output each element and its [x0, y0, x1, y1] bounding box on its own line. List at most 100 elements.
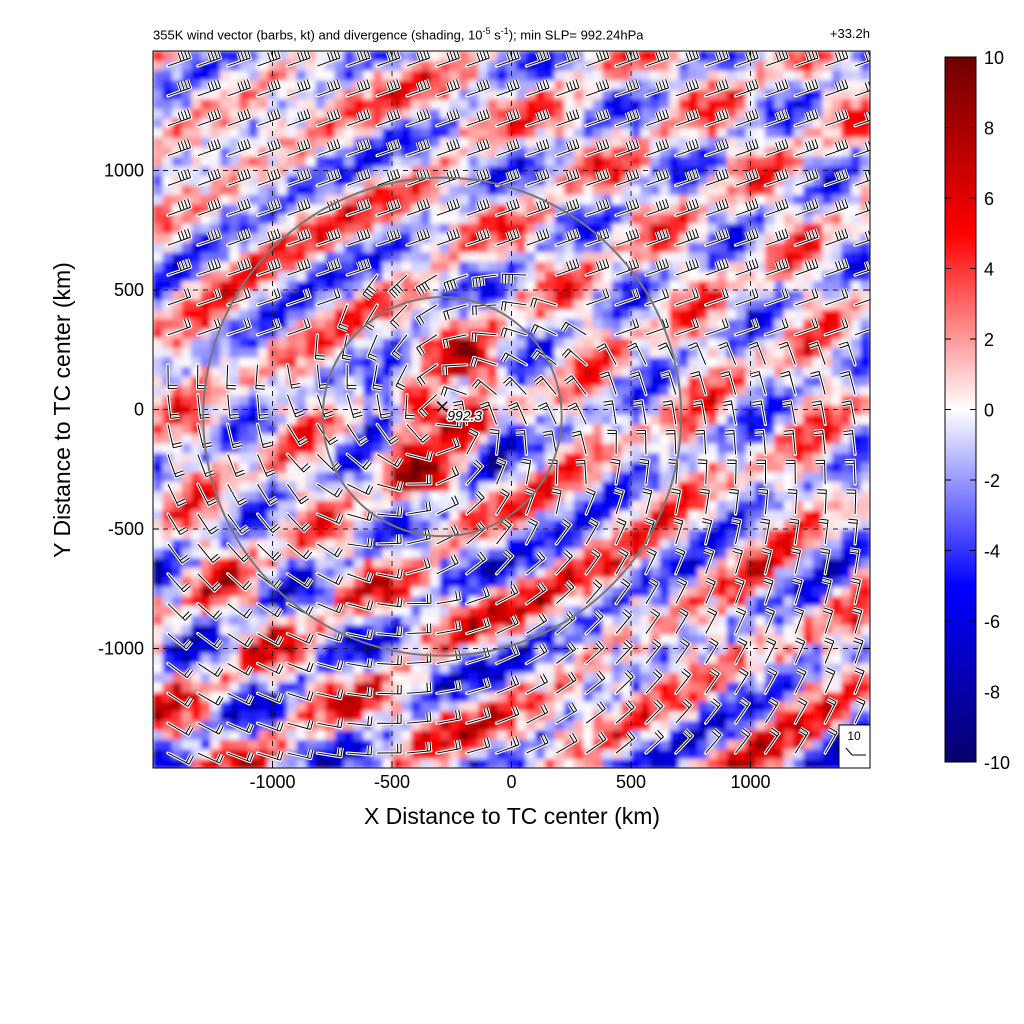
wind-barb	[559, 320, 588, 337]
wind-barb	[614, 138, 641, 158]
wind-barb	[733, 228, 760, 247]
wind-barb	[853, 327, 870, 337]
wind-barb	[375, 78, 402, 98]
wind-barb	[285, 138, 312, 158]
wind-barb	[626, 341, 648, 367]
wind-barb	[255, 750, 285, 762]
wind-barb	[733, 576, 746, 606]
wind-barb	[674, 198, 701, 217]
wind-barb	[793, 198, 820, 217]
wind-barb	[763, 317, 790, 337]
wind-barb	[644, 637, 663, 666]
wind-barb	[366, 333, 379, 362]
wind-barb	[674, 138, 701, 158]
wind-barb	[674, 288, 701, 307]
wind-barb	[641, 487, 654, 516]
wind-barb	[849, 547, 861, 576]
wind-barb	[554, 732, 579, 755]
wind-barb	[644, 138, 671, 158]
wind-barb	[465, 427, 480, 456]
wind-barb	[470, 331, 499, 343]
wind-barb	[763, 666, 779, 695]
x-tick-label: -1000	[249, 772, 295, 792]
wind-barb	[822, 606, 835, 636]
wind-barb	[494, 108, 521, 128]
wind-barb	[226, 452, 246, 479]
wind-barb	[674, 637, 692, 666]
wind-barb	[793, 168, 820, 188]
wind-barb	[584, 547, 602, 576]
wind-barb	[375, 655, 404, 667]
wind-barb	[584, 731, 608, 755]
wind-barb	[285, 452, 312, 474]
wind-barb	[793, 636, 807, 666]
wind-barb	[375, 568, 404, 581]
wind-barb	[315, 108, 342, 128]
wind-barb	[584, 517, 600, 546]
wind-barb	[315, 78, 342, 98]
wind-barb	[704, 138, 730, 158]
wind-barb	[226, 138, 252, 158]
wind-barb	[166, 572, 192, 594]
wind-barb	[793, 317, 820, 337]
min-slp-label: 992.3	[447, 408, 482, 424]
wind-barb	[793, 51, 820, 68]
wind-barb	[692, 399, 708, 427]
wind-barb	[529, 296, 558, 308]
wind-barb	[584, 639, 606, 666]
wind-barb	[674, 317, 701, 337]
wind-barb	[793, 606, 806, 636]
wind-barb	[704, 78, 730, 98]
wind-barb	[255, 51, 282, 68]
wind-barb	[763, 198, 790, 217]
colorbar-tick-label: 10	[984, 48, 1004, 68]
wind-barb	[285, 51, 312, 68]
wind-barb	[632, 399, 648, 427]
wind-barb	[823, 666, 837, 695]
wind-barb	[255, 482, 279, 507]
wind-barb	[823, 636, 836, 666]
wind-barb	[614, 608, 634, 636]
wind-barb	[567, 401, 588, 427]
wind-barb	[524, 198, 551, 217]
wind-barb	[783, 428, 797, 456]
colorbar-tick-label: 2	[984, 330, 994, 350]
wind-barb	[763, 726, 781, 755]
wind-barb	[405, 474, 433, 486]
wind-barb	[315, 138, 342, 158]
wind-barb	[571, 429, 588, 456]
reference-barb	[845, 747, 853, 756]
wind-barb	[465, 51, 491, 68]
wind-barb	[724, 428, 738, 456]
wind-barb	[584, 78, 611, 98]
wind-barb	[554, 51, 581, 68]
wind-barb	[704, 108, 730, 128]
wind-barb	[345, 228, 372, 247]
wind-barb	[524, 51, 551, 68]
wind-barb	[285, 78, 312, 98]
wind-barb	[584, 609, 605, 636]
wind-barb	[226, 661, 255, 677]
wind-barb	[394, 363, 409, 392]
wind-barb	[733, 697, 751, 725]
wind-barb	[793, 108, 820, 128]
colorbar-tick-label: 4	[984, 260, 994, 280]
wind-barb	[465, 617, 492, 636]
wind-barb	[792, 576, 804, 606]
wind-barb	[405, 501, 433, 516]
wind-barb	[524, 733, 550, 755]
wind-barb	[196, 198, 223, 217]
wind-barb	[345, 168, 372, 188]
wind-barb	[639, 457, 651, 486]
wind-barb	[551, 487, 563, 516]
wind-barb	[727, 458, 738, 486]
wind-barb	[584, 168, 611, 188]
wind-barb	[226, 512, 250, 536]
wind-barb	[345, 657, 374, 670]
colorbar-tick-label: -4	[984, 542, 1000, 562]
wind-barb	[763, 78, 790, 98]
wind-barb	[315, 572, 345, 587]
colorbar-tick-label: -10	[984, 753, 1010, 773]
wind-barb	[823, 288, 850, 307]
wind-barb	[819, 547, 832, 576]
